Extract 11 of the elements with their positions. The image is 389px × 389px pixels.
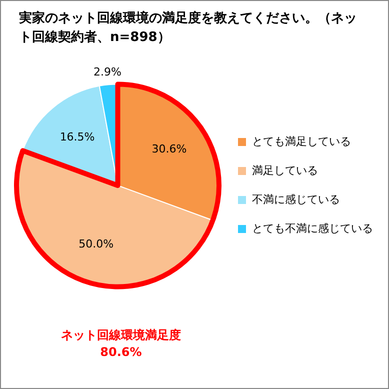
chart-title: 実家のネット回線環境の満足度を教えてください。（ネット回線契約者、n=898）: [19, 10, 358, 47]
legend-label: とても満足している: [252, 134, 351, 148]
text: ネット回線環境満足度: [60, 327, 182, 344]
data-label: 30.6%: [152, 142, 187, 156]
data-label: 2.9%: [93, 65, 122, 78]
text: 80.6%: [99, 344, 143, 361]
legend-label: 満足している: [252, 164, 318, 177]
data-label: 50.0%: [78, 237, 114, 250]
data-label: 16.5%: [60, 130, 95, 144]
legend-label: とても不満に感じている: [252, 222, 373, 235]
legend-label: 不満に感じている: [252, 192, 340, 206]
